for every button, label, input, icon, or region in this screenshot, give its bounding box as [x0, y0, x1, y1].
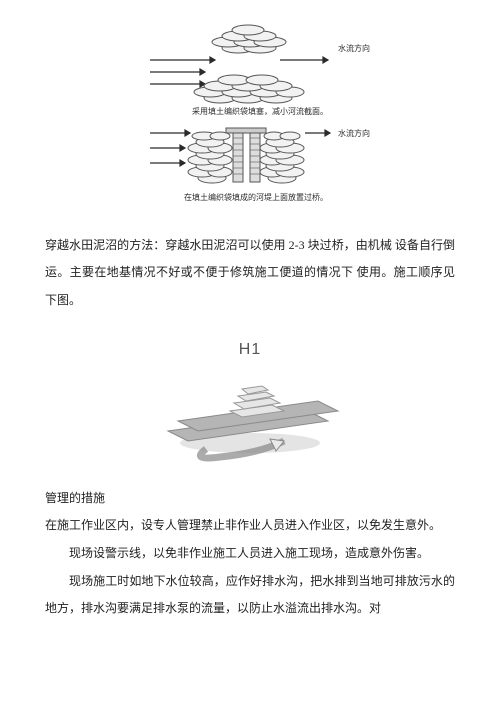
figure-1-svg: 水流方向 采用填土编织袋填塞，减小河流截面。	[120, 20, 380, 215]
bridge-pillars	[226, 128, 266, 182]
figure1-caption-top: 采用填土编织袋填塞，减小河流截面。	[192, 106, 328, 116]
stacked-blocks	[230, 386, 284, 417]
sack-pile-left	[188, 132, 232, 183]
paragraph-1-text: 穿越水田泥沼的方法：穿越水田泥沼可以使用 2-3 块过桥，由机械 设备自行倒运。…	[45, 232, 455, 315]
paragraph-4: 现场施工时如地下水位较高，应作好排水沟，把水排到当地可排放污水的地方，排水沟要满…	[45, 568, 455, 623]
figure-2: H1	[45, 332, 455, 478]
flow-label-bottom: 水流方向	[338, 128, 370, 138]
figure-1: 水流方向 采用填土编织袋填塞，减小河流截面。	[45, 20, 455, 226]
sack-pile-right	[260, 132, 304, 183]
heading-management: 管理的措施	[45, 485, 455, 513]
figure-2-svg	[150, 369, 350, 464]
paragraph-1: 穿越水田泥沼的方法：穿越水田泥沼可以使用 2-3 块过桥，由机械 设备自行倒运。…	[45, 232, 455, 315]
flow-label-top: 水流方向	[338, 43, 370, 53]
paragraph-2: 在施工作业区内，设专人管理禁止非作业人员进入作业区，以免发生意外。	[45, 512, 455, 540]
paragraph-3: 现场设警示线，以免非作业施工人员进入施工现场，造成意外伤害。	[45, 540, 455, 568]
figure1-caption-bottom: 在填土编织袋填成的河堤上面放置过桥。	[184, 192, 328, 202]
figure-2-label: H1	[45, 332, 455, 369]
lower-text: 管理的措施 在施工作业区内，设专人管理禁止非作业人员进入作业区，以免发生意外。 …	[45, 485, 455, 623]
sack-pile-mid	[194, 75, 304, 103]
sack-pile-top	[212, 25, 286, 53]
